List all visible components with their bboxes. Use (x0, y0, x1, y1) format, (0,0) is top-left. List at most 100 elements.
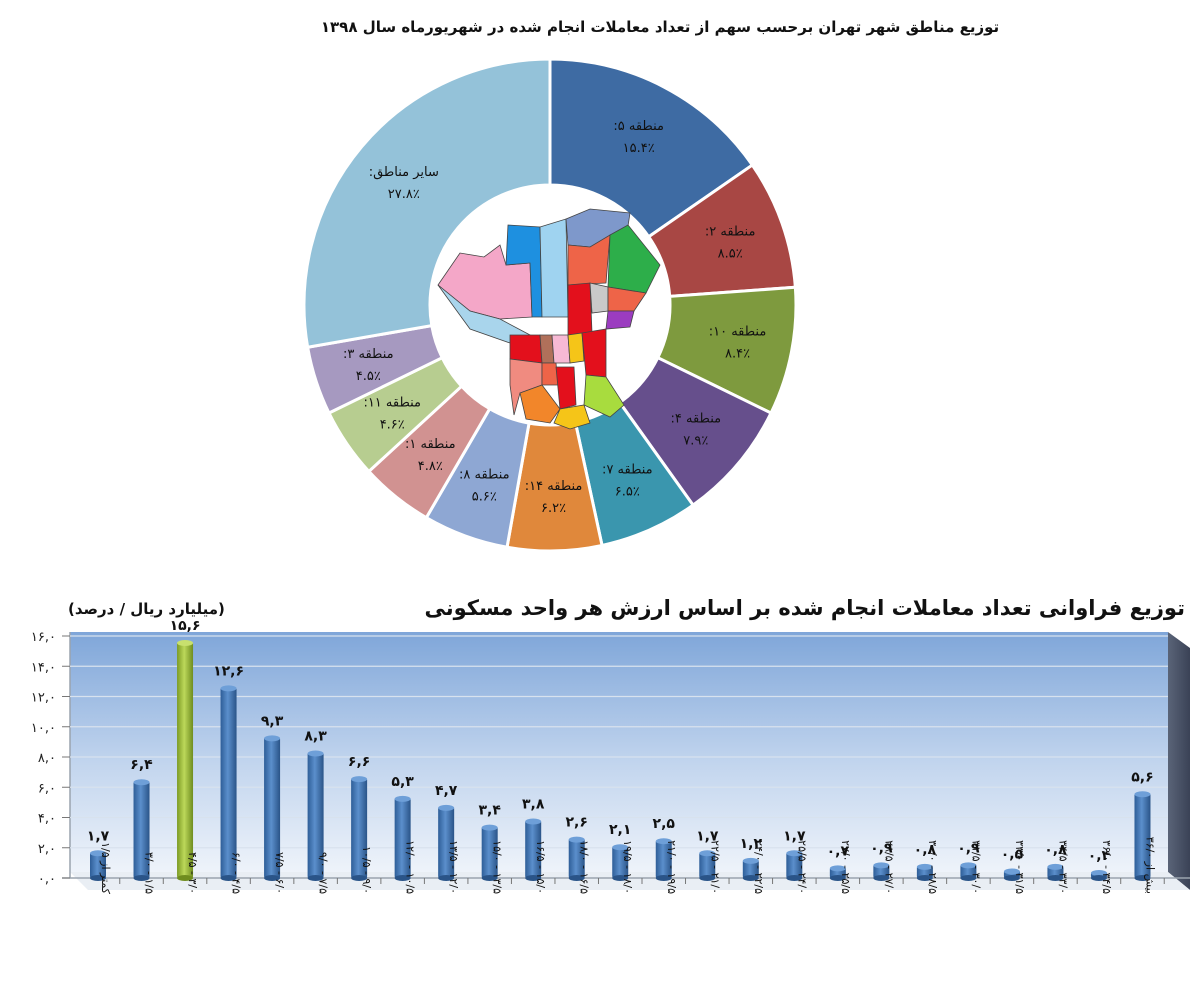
bar-value-label: ۱,۷ (87, 828, 110, 844)
bar (90, 850, 106, 881)
y-tick-label: ۱۴,۰ (31, 660, 56, 675)
slice-label: سایر مناطق: (369, 165, 439, 180)
x-category-label: ۱۳/۵ - ۱۵/۰ (491, 840, 504, 894)
bar-value-label: ۱,۲ (740, 836, 763, 852)
bar (742, 857, 759, 881)
x-category-label: ۶/۰ - ۷/۵ (273, 852, 286, 894)
x-category-label: بیش از ۳۶/۰ (1143, 837, 1156, 894)
bar (873, 862, 890, 881)
x-category-label: ۱۵/۰ - ۱۶/۵ (534, 840, 547, 894)
bar-chart-unit-label: (میلیارد ریال / درصد) (68, 600, 225, 618)
x-category-label: ۳۱/۵ - ۳۳/۰ (1013, 840, 1026, 894)
bar-value-label: ۰,۹ (870, 840, 893, 856)
bar-value-label: ۲,۶ (566, 815, 588, 831)
x-category-label: ۱۹/۵ - ۲۱/۰ (665, 840, 678, 894)
slice-label: منطقه ۵: (613, 119, 664, 134)
bar (1090, 869, 1107, 881)
slice-label: منطقه ۲: (705, 225, 756, 240)
bar-value-label: ۱,۷ (783, 828, 806, 844)
bar-value-label: ۵,۳ (391, 774, 414, 790)
y-tick-label: ۲,۰ (38, 842, 56, 857)
y-tick-label: ۰,۰ (38, 872, 56, 887)
slice-value: ۵.۶٪ (472, 489, 497, 504)
bar-chart: ۰,۰ ۲,۰ ۴,۰ ۶,۰ ۸,۰ ۱۰,۰ ۱۲,۰ ۱۴,۰ ۱۶,۰ ۱,۷ ۶,۴ ۱۵… (31, 620, 1190, 895)
tehran-map-icon (430, 185, 670, 430)
bar (394, 795, 411, 881)
bar (786, 850, 803, 881)
slice-value: ۱۵.۴٪ (623, 141, 655, 156)
bars: ۱,۷ ۶,۴ ۱۵,۶ ۱۲,۶ ۹,۳ ۸,۳ ۶,۶ ۵,۳ ۴,۷ ۳,۴ ۳,۸ ۲,۶ ۲,… (87, 620, 1154, 881)
bar (568, 836, 585, 881)
bar-value-label: ۰,۵ (1001, 846, 1024, 862)
bar (612, 844, 629, 881)
bar (438, 804, 455, 881)
slice-value: ۶.۲٪ (541, 501, 566, 516)
x-category-label: ۱۰/۵ - ۱۲/۰ (404, 840, 417, 894)
y-tick-label: ۱۶,۰ (31, 630, 56, 645)
bar-value-label: ۲,۱ (609, 822, 631, 838)
grid-lines (70, 635, 1168, 849)
slice-value: ۲۷.۸٪ (388, 187, 420, 202)
bar-value-label: ۲,۵ (653, 816, 676, 832)
bar (655, 838, 672, 881)
x-category-label: ۱۸/۰ - ۱۹/۵ (621, 840, 634, 894)
bar-value-label: ۰,۸ (1044, 842, 1067, 858)
bar (133, 779, 150, 881)
bar-highlighted (177, 640, 194, 881)
x-category-label: ۷/۵ - ۹/۰ (317, 852, 330, 894)
slice-value: ۸.۴٪ (725, 346, 750, 361)
x-category-label: ۴/۵ - ۶/۰ (230, 852, 243, 894)
x-category-label: ۳۴/۵ - ۳۶/۰ (1100, 840, 1113, 894)
bar-value-label: ۱۲,۶ (213, 663, 244, 679)
y-tick-label: ۸,۰ (38, 751, 56, 766)
bar-value-label: ۰,۷ (827, 843, 850, 859)
bar-value-label: ۹,۳ (261, 713, 284, 729)
bar-value-label: ۱,۷ (696, 828, 719, 844)
slice-label: منطقه ۱۱: (363, 396, 421, 411)
bar (351, 776, 368, 881)
bar-value-label: ۰,۸ (914, 842, 937, 858)
bar-value-label: ۳,۴ (478, 803, 501, 819)
slice-label: منطقه ۱: (405, 437, 456, 452)
x-category-label: ۲۲/۵ - ۲۴/۰ (752, 840, 765, 894)
y-tick-label: ۱۰,۰ (31, 721, 56, 736)
bar-value-label: ۸,۳ (304, 728, 327, 744)
bar (960, 862, 977, 881)
slice-label: منطقه ۱۴: (525, 479, 583, 494)
x-category-label: ۳۳/۰ - ۳۴/۵ (1056, 840, 1069, 894)
slice-value: ۴.۸٪ (418, 459, 443, 474)
y-tick-label: ۴,۰ (38, 812, 56, 827)
y-axis: ۰,۰ ۲,۰ ۴,۰ ۶,۰ ۸,۰ ۱۰,۰ ۱۲,۰ ۱۴,۰ ۱۶,۰ (31, 630, 70, 887)
slice-label: منطقه ۸: (459, 467, 510, 482)
bar-chart-title: توزیع فراوانی تعداد معاملات انجام شده بر… (424, 596, 1185, 620)
donut-slices (302, 57, 798, 553)
bar (699, 850, 716, 881)
slice-label: منطقه ۴: (670, 411, 721, 426)
slice-label: منطقه ۱۰: (709, 324, 767, 339)
bar (1047, 863, 1064, 881)
slice-label: منطقه ۷: (602, 463, 653, 478)
x-category-label: ۱۶/۵ - ۱۸/۰ (578, 840, 591, 894)
slice-value: ۷.۹٪ (683, 433, 708, 448)
slice-value: ۸.۵٪ (718, 247, 743, 262)
bar (916, 863, 933, 881)
bar (264, 735, 281, 881)
slice-value: ۶.۵٪ (615, 485, 640, 500)
bar-value-label: ۶,۶ (348, 754, 370, 770)
x-category-label: ۲۴/۰ - ۲۵/۵ (795, 840, 808, 894)
slice-label: منطقه ۳: (343, 347, 394, 362)
bar-value-label: ۴,۷ (435, 783, 458, 799)
bar-value-label: ۳,۸ (522, 797, 545, 813)
x-category-label: ۱۲/۰ - ۱۳/۵ (447, 840, 460, 894)
bar (829, 865, 846, 881)
slice-value: ۴.۵٪ (356, 369, 381, 384)
bar-value-label: ۰,۴ (1088, 848, 1111, 864)
y-tick-label: ۱۲,۰ (31, 691, 56, 706)
bar (307, 750, 324, 881)
donut-labels: منطقه ۵: ۱۵.۴٪ منطقه ۲: ۸.۵٪ منطقه ۱۰: ۸.۴٪ من… (343, 119, 766, 516)
x-category-label: ۲۷/۰ - ۲۸/۵ (882, 840, 895, 894)
x-category-label: ۲۵/۵ - ۲۷/۰ (839, 840, 852, 894)
donut-chart: منطقه ۵: ۱۵.۴٪ منطقه ۲: ۸.۵٪ منطقه ۱۰: ۸.۴٪ من… (302, 57, 798, 553)
x-category-label: ۱/۵ - ۳/۰ (143, 852, 156, 894)
bar (220, 685, 237, 881)
